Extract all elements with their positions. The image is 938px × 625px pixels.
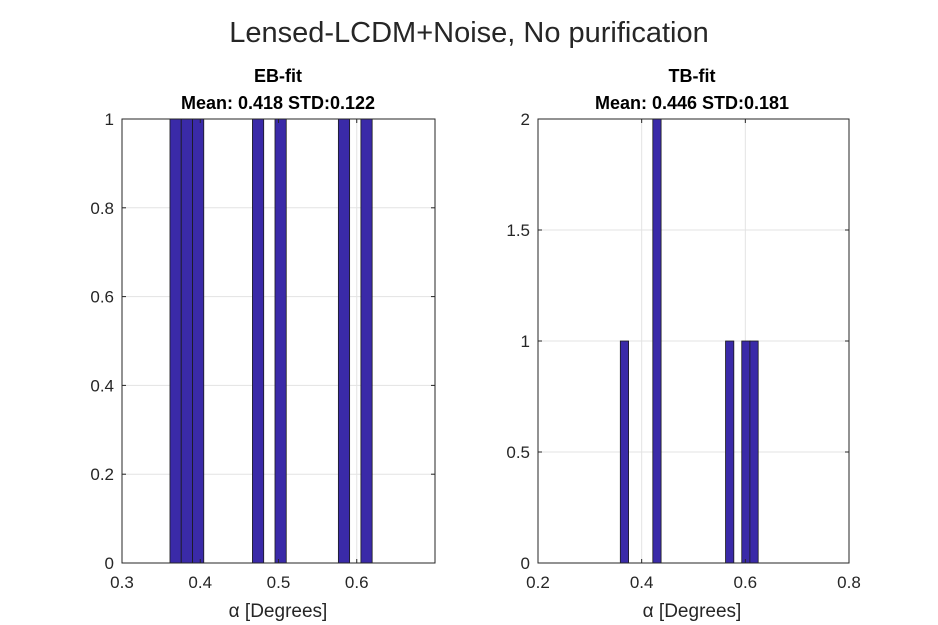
- eb-fit-bar: [337, 118, 351, 564]
- eb-fit-ytick-label: 0.4: [90, 376, 114, 395]
- eb-fit-bar: [360, 118, 373, 564]
- tb-fit-xtick-label: 0.2: [526, 573, 550, 592]
- eb-fit-ytick-label: 1: [105, 110, 114, 129]
- eb-fit-bar: [169, 118, 182, 564]
- eb-fit-bar: [180, 118, 193, 564]
- eb-fit-ytick-label: 0.6: [90, 288, 114, 307]
- tb-fit-axes: TB-fit Mean: 0.446 STD:0.181 α [Degrees]…: [506, 66, 860, 622]
- tb-fit-stats: Mean: 0.446 STD:0.181: [595, 93, 789, 113]
- eb-fit-axes: EB-fit Mean: 0.418 STD:0.122 α [Degrees]…: [90, 66, 436, 622]
- tb-fit-ytick-label: 1.5: [506, 221, 530, 240]
- eb-fit-bar: [252, 118, 265, 564]
- eb-fit-title: EB-fit: [254, 66, 302, 86]
- eb-fit-xlabel: α [Degrees]: [229, 601, 328, 622]
- tb-fit-ytick-label: 0: [521, 554, 530, 573]
- eb-fit-xtick-label: 0.6: [345, 573, 369, 592]
- eb-fit-ytick-label: 0.2: [90, 465, 114, 484]
- tb-fit-ytick-label: 1: [521, 332, 530, 351]
- eb-fit-bar: [192, 118, 205, 564]
- tb-fit-xtick-label: 0.4: [630, 573, 654, 592]
- eb-fit-xtick-label: 0.4: [188, 573, 212, 592]
- eb-fit-ytick-label: 0.8: [90, 199, 114, 218]
- tb-fit-xtick-label: 0.6: [734, 573, 758, 592]
- tb-fit-xlabel: α [Degrees]: [643, 601, 742, 622]
- eb-fit-xtick-label: 0.5: [267, 573, 291, 592]
- eb-fit-bar: [274, 118, 287, 564]
- tb-fit-bar: [652, 118, 662, 564]
- eb-fit-xtick-label: 0.3: [110, 573, 134, 592]
- figure-suptitle: Lensed-LCDM+Noise, No purification: [229, 17, 709, 49]
- tb-fit-xtick-label: 0.8: [837, 573, 861, 592]
- tb-fit-ytick-label: 0.5: [506, 443, 530, 462]
- tb-fit-bar: [749, 340, 759, 564]
- tb-fit-ytick-label: 2: [521, 110, 530, 129]
- tb-fit-bar: [619, 340, 630, 564]
- eb-fit-stats: Mean: 0.418 STD:0.122: [181, 93, 375, 113]
- tb-fit-bar: [725, 340, 735, 564]
- tb-fit-title: TB-fit: [669, 66, 716, 86]
- eb-fit-ytick-label: 0: [105, 554, 114, 573]
- tb-fit-bar: [741, 340, 751, 564]
